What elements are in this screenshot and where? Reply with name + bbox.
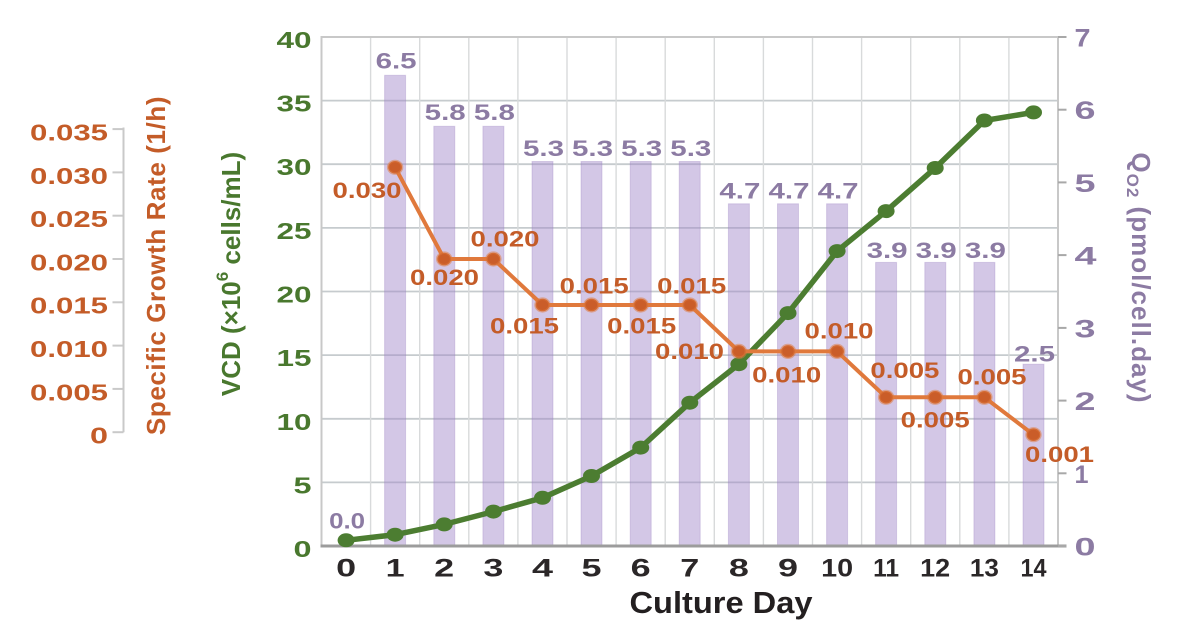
svg-text:10: 10 [277, 409, 312, 435]
svg-text:1: 1 [1075, 461, 1089, 489]
svg-text:0.010: 0.010 [655, 339, 724, 364]
svg-text:12: 12 [920, 555, 950, 583]
svg-text:0: 0 [336, 555, 356, 583]
svg-text:11: 11 [873, 555, 899, 583]
svg-text:7: 7 [680, 555, 699, 583]
svg-text:0.015: 0.015 [657, 273, 726, 298]
svg-text:0.025: 0.025 [30, 206, 108, 232]
svg-text:40: 40 [277, 27, 312, 53]
svg-text:5: 5 [582, 555, 602, 583]
svg-text:35: 35 [277, 91, 312, 117]
svg-text:0.015: 0.015 [490, 313, 559, 338]
svg-text:0.005: 0.005 [30, 379, 108, 405]
svg-text:25: 25 [277, 218, 312, 244]
svg-text:0.005: 0.005 [958, 365, 1027, 390]
svg-text:3: 3 [483, 555, 503, 583]
svg-text:4.7: 4.7 [719, 179, 760, 204]
svg-text:20: 20 [277, 282, 312, 308]
svg-text:30: 30 [277, 154, 312, 180]
svg-text:5: 5 [1075, 170, 1096, 198]
svg-text:0.030: 0.030 [30, 163, 108, 189]
svg-text:0.010: 0.010 [752, 363, 821, 388]
svg-text:14: 14 [1021, 555, 1047, 583]
svg-text:0.001: 0.001 [1025, 442, 1094, 467]
svg-text:Specific Growth Rate (1/h): Specific Growth Rate (1/h) [141, 96, 171, 435]
svg-text:0: 0 [90, 423, 108, 449]
svg-text:Culture Day: Culture Day [630, 585, 814, 620]
svg-text:1: 1 [386, 555, 405, 583]
svg-text:5.3: 5.3 [572, 136, 613, 161]
svg-text:5.8: 5.8 [474, 100, 515, 125]
svg-text:0.020: 0.020 [471, 227, 540, 252]
svg-text:3: 3 [1075, 315, 1096, 343]
svg-text:0.005: 0.005 [901, 408, 970, 433]
svg-text:6: 6 [1075, 97, 1096, 125]
svg-text:9: 9 [778, 555, 798, 583]
svg-text:15: 15 [277, 345, 312, 371]
svg-text:2: 2 [434, 555, 454, 583]
svg-text:3.9: 3.9 [965, 238, 1006, 263]
svg-text:4: 4 [1075, 243, 1097, 271]
svg-text:5: 5 [294, 472, 312, 498]
svg-text:6: 6 [631, 555, 651, 583]
svg-text:0.015: 0.015 [30, 293, 108, 319]
svg-text:0: 0 [1075, 534, 1096, 562]
svg-text:8: 8 [729, 555, 749, 583]
svg-text:0.030: 0.030 [333, 178, 402, 203]
svg-text:5.8: 5.8 [425, 100, 466, 125]
svg-text:0.0: 0.0 [329, 508, 365, 533]
svg-text:0: 0 [294, 536, 312, 562]
svg-text:0.010: 0.010 [30, 336, 108, 362]
svg-text:0.015: 0.015 [607, 313, 676, 338]
svg-text:2: 2 [1075, 388, 1096, 416]
svg-text:0.010: 0.010 [805, 319, 874, 344]
svg-text:3.9: 3.9 [916, 238, 957, 263]
svg-text:5.3: 5.3 [621, 136, 662, 161]
svg-text:3.9: 3.9 [867, 238, 908, 263]
svg-text:4: 4 [532, 555, 553, 583]
svg-text:4.7: 4.7 [818, 179, 859, 204]
svg-text:5.3: 5.3 [523, 136, 564, 161]
svg-text:0.020: 0.020 [410, 265, 479, 290]
svg-text:0.020: 0.020 [30, 249, 108, 275]
svg-text:0.015: 0.015 [560, 273, 629, 298]
svg-text:13: 13 [970, 555, 999, 583]
svg-text:7: 7 [1075, 25, 1091, 53]
svg-text:4.7: 4.7 [769, 179, 810, 204]
svg-text:5.3: 5.3 [670, 136, 711, 161]
svg-text:6.5: 6.5 [376, 49, 417, 74]
svg-text:2.5: 2.5 [1014, 342, 1055, 367]
svg-text:10: 10 [821, 555, 853, 583]
svg-text:0.005: 0.005 [870, 358, 939, 383]
svg-text:0.035: 0.035 [30, 120, 108, 146]
